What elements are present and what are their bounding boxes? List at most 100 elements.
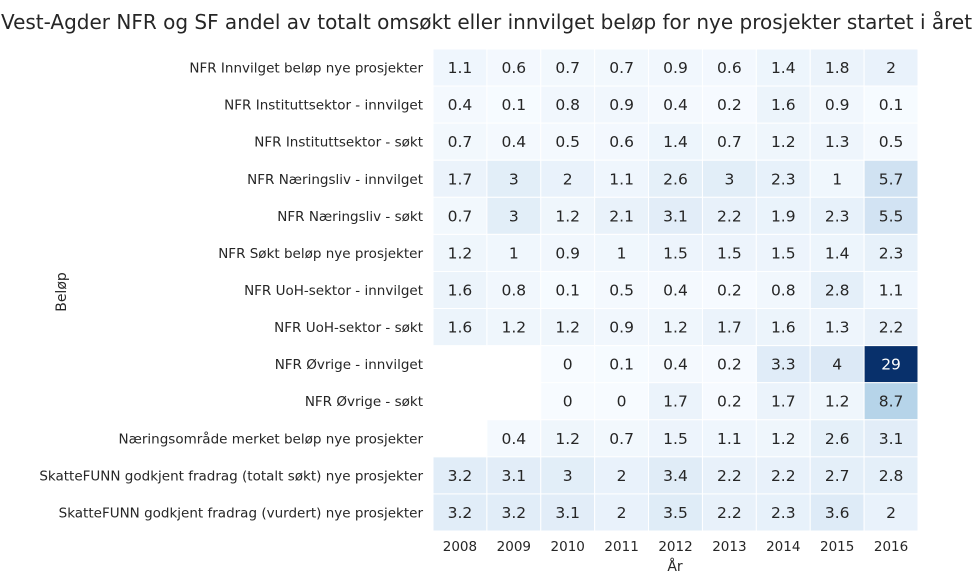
- heatmap-cell: [701, 456, 757, 495]
- cell-value-label: 1.6: [448, 319, 473, 337]
- column-tick-label: 2013: [712, 539, 746, 555]
- column-tick-label: 2015: [820, 539, 854, 555]
- column-tick-label: 2012: [658, 539, 692, 555]
- cell-value-label: 0.4: [448, 96, 473, 114]
- cell-value-label: 0.5: [879, 133, 904, 151]
- cell-value-label: 2.3: [771, 170, 796, 188]
- heatmap-cell: [648, 233, 703, 272]
- row-tick-label: NFR Næringsliv - innvilget: [247, 172, 423, 188]
- heatmap-cell: [755, 122, 811, 161]
- heatmap-cell: [648, 85, 703, 124]
- column-tick-label: 2011: [604, 539, 638, 555]
- heatmap-cell: [486, 48, 542, 87]
- heatmap-cell: [755, 493, 811, 532]
- heatmap-cell: [755, 233, 811, 272]
- y-axis-title: Beløp: [54, 272, 70, 312]
- cell-value-label: 29: [881, 356, 901, 374]
- cell-value-label: 2: [617, 504, 627, 522]
- cell-value-label: 0.1: [879, 96, 904, 114]
- heatmap-cell: [863, 159, 919, 198]
- cell-value-label: 1.1: [717, 430, 742, 448]
- heatmap-cell: [432, 122, 488, 161]
- row-tick-label: SkatteFUNN godkjent fradrag (vurdert) ny…: [59, 505, 424, 521]
- cell-value-label: 0: [617, 393, 627, 411]
- row-tick-label: NFR Øvrige - innvilget: [275, 357, 423, 373]
- row-tick-label: NFR Instituttsektor - innvilget: [224, 98, 423, 114]
- cell-value-label: 0.4: [663, 282, 688, 300]
- cell-value-label: 0: [563, 393, 573, 411]
- cell-value-label: 1.4: [771, 59, 796, 77]
- cell-value-label: 0.6: [502, 59, 527, 77]
- heatmap-cell: [701, 270, 757, 310]
- cell-value-label: 0.6: [717, 59, 742, 77]
- column-labels: 2008 2009 2010 2011 2012 2013 2014 2015 2016: [443, 539, 908, 555]
- heatmap-cell: [648, 493, 703, 532]
- heatmap-cell: [863, 196, 919, 235]
- cell-value-label: 2.8: [825, 282, 850, 300]
- heatmap-cell: [809, 382, 865, 421]
- cell-value-label: 0.4: [663, 96, 688, 114]
- cell-value-label: 0.1: [555, 282, 580, 300]
- cell-value-label: 3.5: [663, 504, 688, 522]
- cell-value-label: 1.1: [448, 59, 473, 77]
- cell-value-label: 3.2: [448, 467, 473, 485]
- cell-value-label: 1.2: [448, 244, 473, 262]
- cell-value-label: 3.6: [825, 504, 850, 522]
- heatmap-cell: [486, 308, 542, 347]
- heatmap-cell: [809, 345, 865, 384]
- cell-value-label: 2.6: [825, 430, 850, 448]
- heatmap-cell: [594, 85, 650, 124]
- cell-value-label: 1.4: [825, 244, 850, 262]
- cell-value-label: 2.3: [771, 504, 796, 522]
- cell-value-label: 2.2: [717, 207, 742, 225]
- cell-value-label: 1.2: [771, 430, 796, 448]
- heatmap-cell: [594, 493, 650, 532]
- heatmap-cell: [863, 233, 919, 272]
- column-tick-label: 2016: [874, 539, 908, 555]
- cell-value-label: 2.6: [663, 170, 688, 188]
- heatmap-cell: [486, 270, 542, 310]
- heatmap-cell: [701, 122, 757, 161]
- heatmap-cell: [809, 48, 865, 87]
- cell-value-label: 1.5: [717, 244, 742, 262]
- heatmap-cell: [701, 345, 757, 384]
- heatmap-cell: [540, 196, 596, 235]
- cell-value-label: 1.6: [771, 96, 796, 114]
- heatmap-cell: [863, 85, 919, 124]
- cell-value-label: 2.8: [879, 467, 904, 485]
- heatmap-cell: [755, 419, 811, 458]
- cell-value-label: 1.1: [879, 282, 904, 300]
- cell-value-label: 1.8: [825, 59, 850, 77]
- cell-value-label: 2: [617, 467, 627, 485]
- heatmap-cell: [432, 85, 488, 124]
- heatmap-cell: [594, 233, 650, 272]
- heatmap-cell: [540, 159, 596, 198]
- row-tick-label: Næringsområde merket beløp nye prosjekte…: [119, 430, 424, 447]
- row-tick-label: NFR UoH-sektor - innvilget: [244, 283, 423, 299]
- cell-value-label: 0.1: [609, 356, 634, 374]
- heatmap-cell: [863, 345, 919, 384]
- cell-value-label: 1.3: [825, 319, 850, 337]
- cell-value-label: 3.3: [771, 356, 796, 374]
- heatmap-cell: [863, 122, 919, 161]
- cell-value-label: 4: [832, 356, 842, 374]
- heatmap-cell: [594, 382, 650, 421]
- cell-value-label: 0.5: [555, 133, 580, 151]
- cell-value-label: 1.2: [825, 393, 850, 411]
- cell-value-label: 8.7: [879, 393, 904, 411]
- cell-value-label: 3.1: [663, 207, 688, 225]
- cell-value-label: 1.2: [771, 133, 796, 151]
- cell-value-label: 0.1: [502, 96, 527, 114]
- heatmap-cell: [809, 85, 865, 124]
- heatmap-cell: [863, 382, 919, 421]
- cell-value-label: 0.4: [663, 356, 688, 374]
- heatmap-cell: [486, 233, 542, 272]
- cell-value-label: 0.9: [825, 96, 850, 114]
- heatmap-cell: [863, 270, 919, 310]
- cell-value-label: 0.6: [609, 133, 634, 151]
- heatmap-cell: [432, 308, 488, 347]
- cell-value-label: 0.7: [448, 207, 473, 225]
- heatmap-cell: [648, 122, 703, 161]
- cell-value-label: 2.2: [771, 467, 796, 485]
- cell-value-label: 1.6: [771, 319, 796, 337]
